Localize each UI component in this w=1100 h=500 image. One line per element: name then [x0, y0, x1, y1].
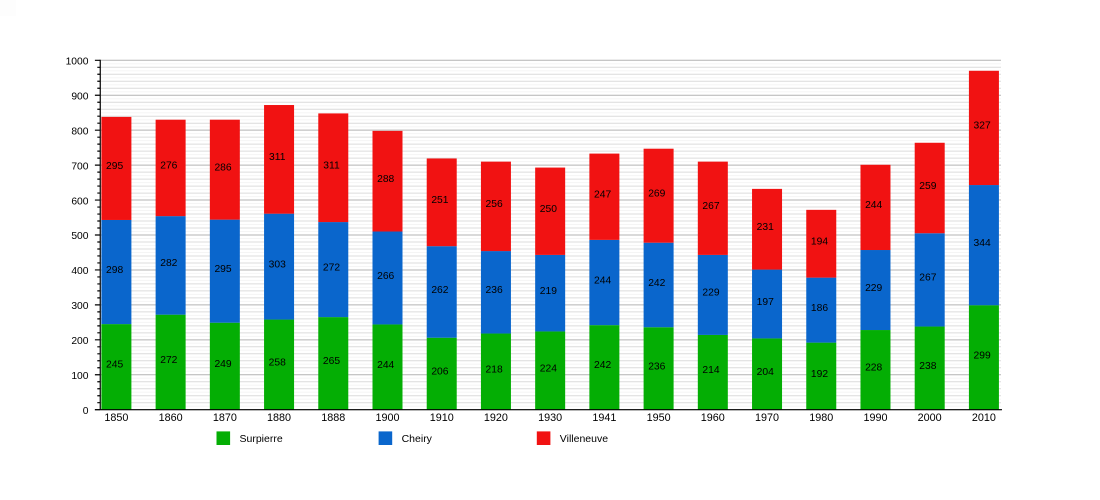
- svg-text:1900: 1900: [375, 412, 399, 424]
- svg-text:265: 265: [323, 356, 340, 367]
- svg-text:327: 327: [974, 121, 991, 132]
- svg-text:1860: 1860: [159, 412, 183, 424]
- svg-text:269: 269: [648, 188, 665, 199]
- svg-text:204: 204: [757, 367, 774, 378]
- svg-text:500: 500: [71, 231, 88, 242]
- svg-text:1960: 1960: [701, 412, 725, 424]
- svg-text:262: 262: [431, 285, 448, 296]
- svg-text:1990: 1990: [863, 412, 887, 424]
- svg-text:1920: 1920: [484, 412, 508, 424]
- svg-text:1880: 1880: [267, 412, 291, 424]
- svg-text:244: 244: [377, 360, 394, 371]
- svg-text:228: 228: [865, 363, 882, 374]
- svg-text:267: 267: [919, 273, 936, 284]
- svg-text:256: 256: [486, 199, 503, 210]
- svg-text:1950: 1950: [647, 412, 671, 424]
- svg-text:247: 247: [594, 190, 611, 201]
- svg-text:288: 288: [377, 174, 394, 185]
- svg-text:259: 259: [919, 181, 936, 192]
- svg-text:0: 0: [83, 406, 89, 417]
- svg-text:224: 224: [540, 363, 557, 374]
- svg-text:238: 238: [919, 361, 936, 372]
- svg-text:299: 299: [974, 350, 991, 361]
- svg-text:344: 344: [974, 238, 991, 249]
- svg-text:251: 251: [431, 195, 448, 206]
- svg-text:266: 266: [377, 271, 394, 282]
- svg-text:286: 286: [214, 162, 231, 173]
- svg-text:229: 229: [702, 288, 719, 299]
- svg-text:200: 200: [71, 336, 88, 347]
- svg-text:1970: 1970: [755, 412, 779, 424]
- svg-text:229: 229: [865, 283, 882, 294]
- svg-text:242: 242: [594, 360, 611, 371]
- svg-text:Villeneuve: Villeneuve: [560, 433, 608, 445]
- svg-text:218: 218: [486, 364, 503, 375]
- svg-text:231: 231: [757, 222, 774, 233]
- svg-text:311: 311: [323, 161, 340, 172]
- svg-text:700: 700: [71, 161, 88, 172]
- svg-text:1000: 1000: [66, 57, 89, 68]
- svg-text:219: 219: [540, 286, 557, 297]
- svg-text:1888: 1888: [321, 412, 345, 424]
- svg-text:236: 236: [648, 361, 665, 372]
- svg-text:1930: 1930: [538, 412, 562, 424]
- svg-text:197: 197: [757, 297, 774, 308]
- svg-text:272: 272: [160, 355, 177, 366]
- svg-text:1941: 1941: [592, 412, 616, 424]
- svg-text:192: 192: [811, 369, 828, 380]
- svg-text:245: 245: [106, 360, 123, 371]
- svg-text:1850: 1850: [104, 412, 128, 424]
- svg-text:186: 186: [811, 303, 828, 314]
- svg-text:400: 400: [71, 266, 88, 277]
- svg-text:272: 272: [323, 262, 340, 273]
- svg-text:249: 249: [214, 359, 231, 370]
- svg-text:600: 600: [71, 196, 88, 207]
- svg-text:244: 244: [594, 275, 611, 286]
- svg-text:250: 250: [540, 204, 557, 215]
- svg-text:298: 298: [106, 265, 123, 276]
- svg-text:1910: 1910: [430, 412, 454, 424]
- svg-text:1870: 1870: [213, 412, 237, 424]
- svg-text:276: 276: [160, 161, 177, 172]
- svg-text:214: 214: [702, 365, 719, 376]
- svg-text:2000: 2000: [918, 412, 942, 424]
- svg-text:295: 295: [106, 161, 123, 172]
- svg-text:282: 282: [160, 258, 177, 269]
- svg-text:300: 300: [71, 301, 88, 312]
- svg-text:295: 295: [214, 264, 231, 275]
- svg-text:236: 236: [486, 285, 503, 296]
- svg-text:258: 258: [269, 357, 286, 368]
- svg-text:311: 311: [269, 152, 286, 163]
- svg-text:267: 267: [702, 201, 719, 212]
- svg-text:303: 303: [269, 259, 286, 270]
- svg-text:1980: 1980: [809, 412, 833, 424]
- svg-text:100: 100: [71, 371, 88, 382]
- svg-text:Surpierre: Surpierre: [240, 433, 283, 445]
- svg-text:206: 206: [431, 367, 448, 378]
- svg-text:242: 242: [648, 278, 665, 289]
- svg-text:2010: 2010: [972, 412, 996, 424]
- svg-text:900: 900: [71, 91, 88, 102]
- svg-text:244: 244: [865, 200, 882, 211]
- svg-text:800: 800: [71, 126, 88, 137]
- svg-text:Cheiry: Cheiry: [402, 433, 433, 445]
- svg-text:194: 194: [811, 237, 828, 248]
